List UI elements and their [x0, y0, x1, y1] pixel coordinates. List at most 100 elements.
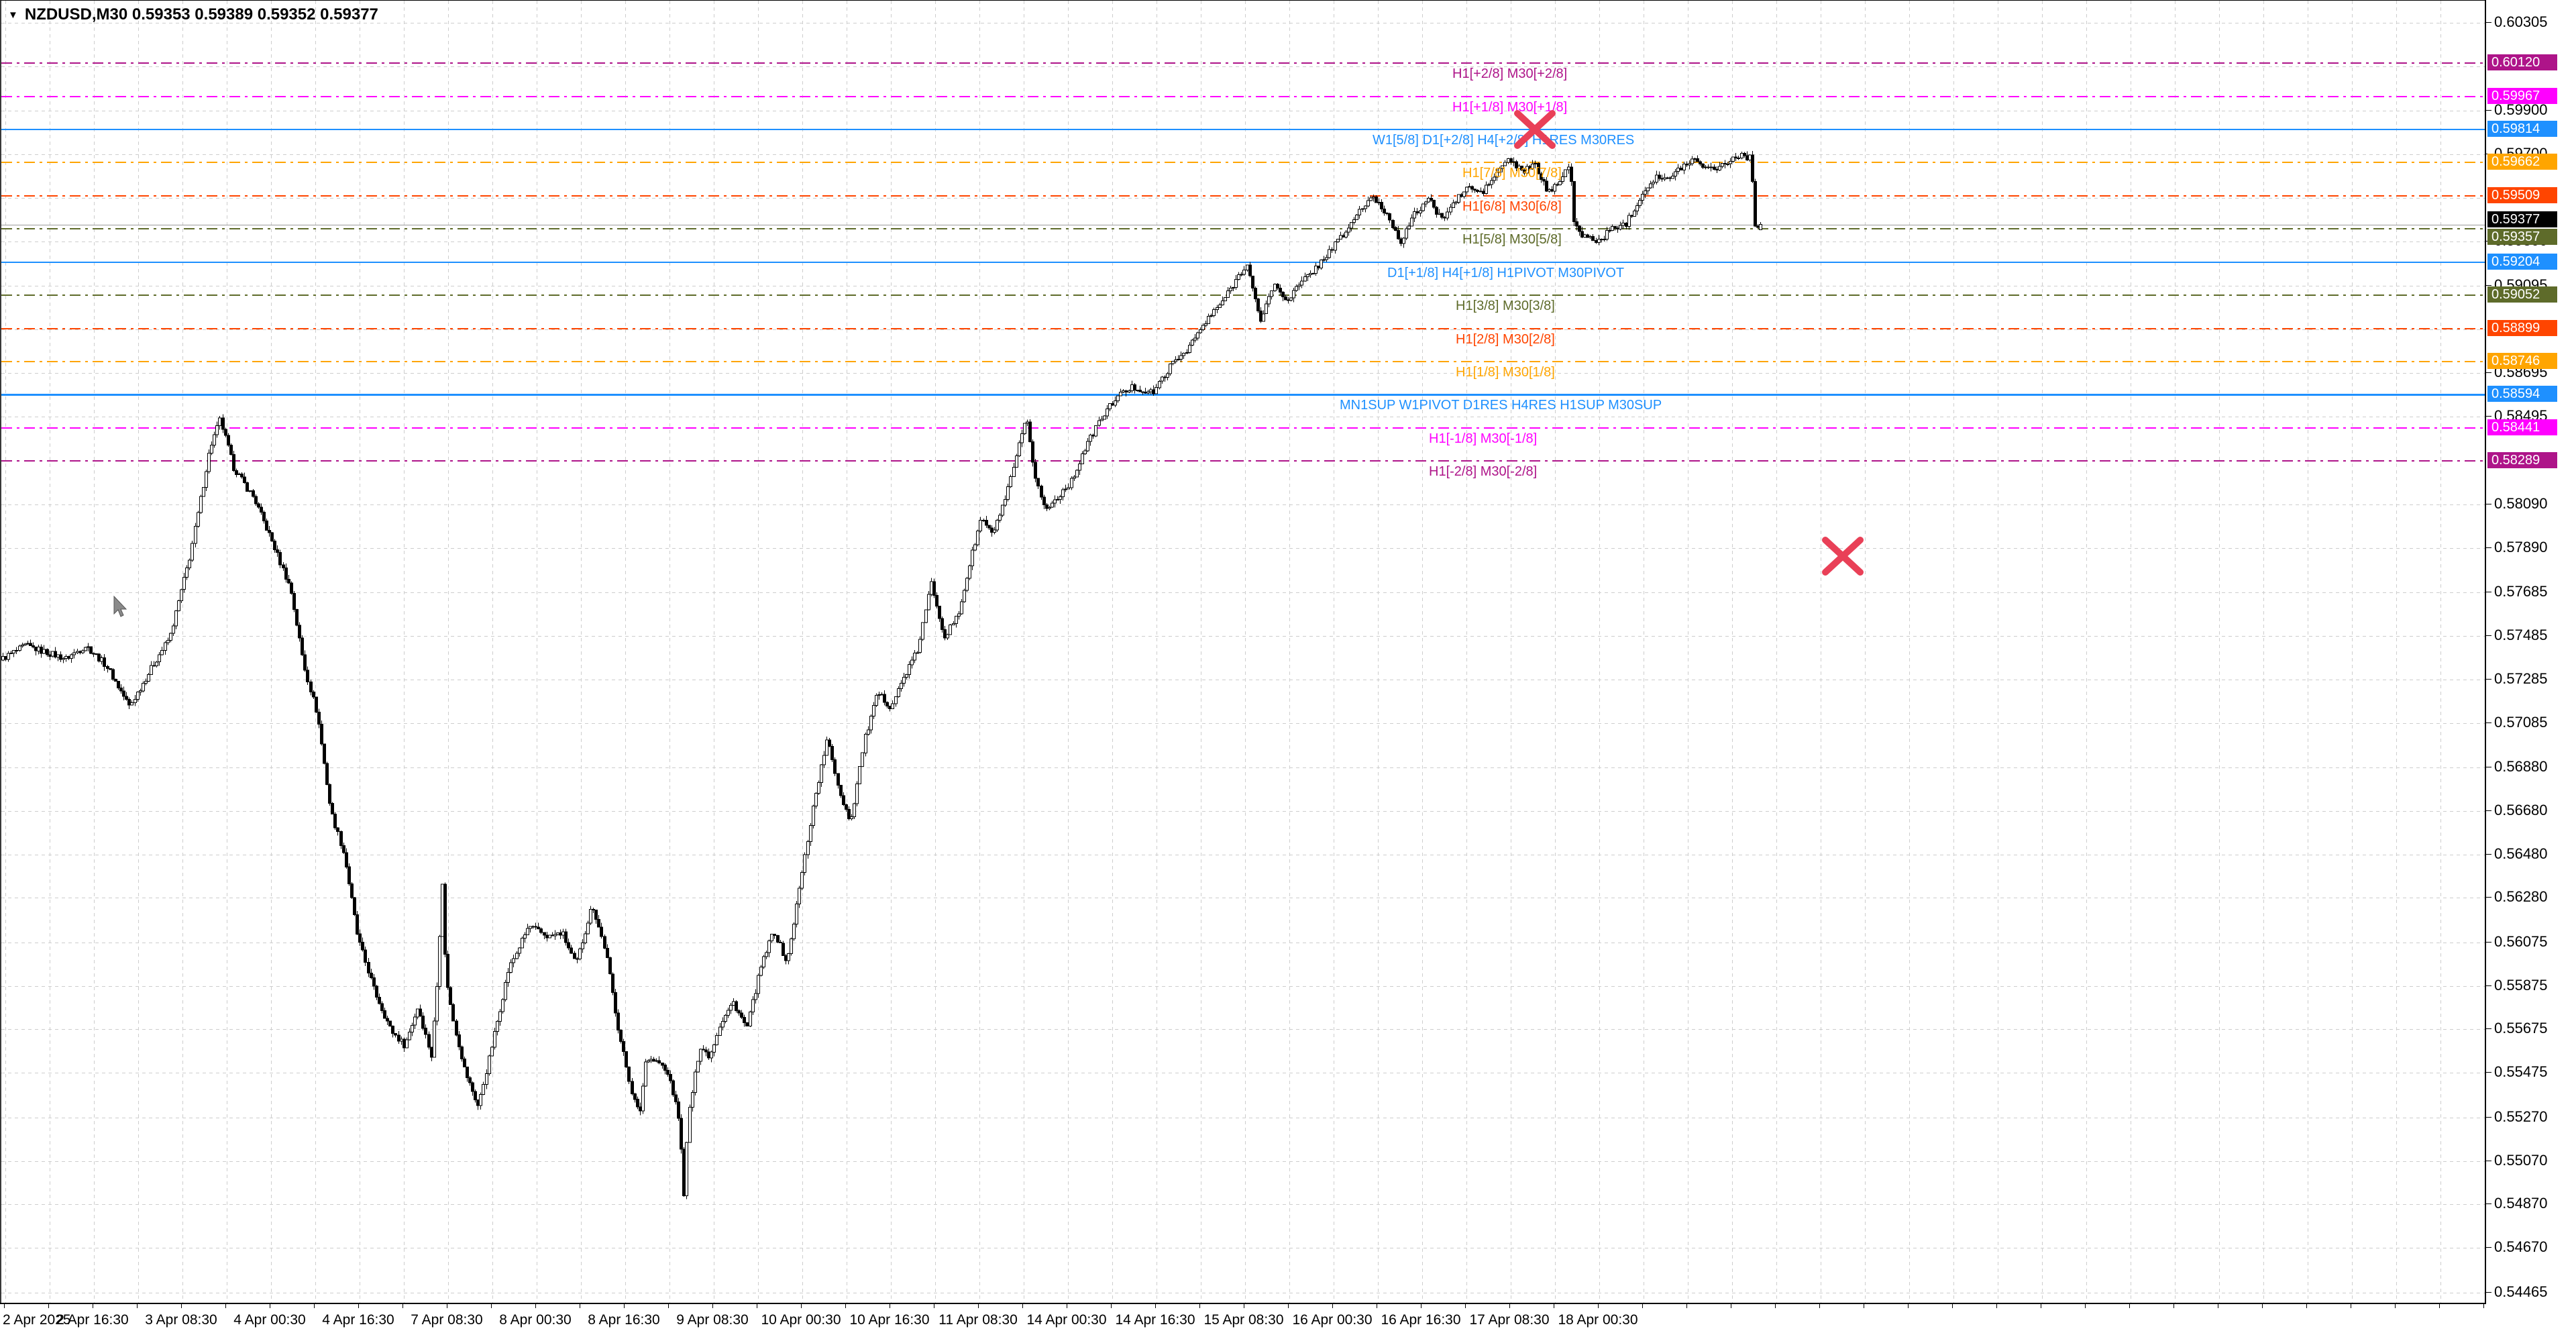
level-line-l6_8[interactable] — [1, 195, 2485, 197]
candle-body-down — [394, 1033, 397, 1036]
time-tick-label: 4 Apr 00:30 — [233, 1312, 306, 1328]
x-mark-annotation[interactable] — [1514, 110, 1556, 149]
candle-body-up — [993, 529, 996, 533]
candle-body-up — [1355, 215, 1358, 220]
price-tick-mark — [2486, 1072, 2491, 1073]
price-tick-label: 0.56880 — [2494, 758, 2548, 775]
candle-body-up — [174, 610, 178, 627]
candle-body-up — [1001, 504, 1004, 516]
level-line-l4_8[interactable] — [1, 262, 2485, 263]
gridline-horizontal — [1, 548, 2485, 549]
candle-body-up — [965, 578, 969, 591]
candle-body-down — [1575, 221, 1578, 227]
level-line-m2_8[interactable] — [1, 460, 2485, 462]
candle-body-down — [828, 739, 831, 747]
candle-body-down — [619, 1029, 623, 1042]
time-tick-mark — [358, 1304, 359, 1308]
level-line-p2_8[interactable] — [1, 62, 2485, 64]
candle-body-down — [941, 618, 944, 631]
candle-body-up — [1350, 221, 1353, 229]
level-line-l5_8[interactable] — [1, 228, 2485, 229]
candle-body-up — [1465, 186, 1468, 193]
candle-body-up — [515, 953, 519, 959]
price-axis-separator — [2485, 0, 2486, 1304]
candle-body-up — [150, 665, 153, 676]
candle-body-up — [1094, 425, 1097, 437]
candle-body-up — [84, 647, 87, 651]
candle-body-up — [1146, 391, 1150, 394]
level-label-m1_8: H1[-1/8] M30[-1/8] — [1429, 431, 1538, 446]
level-line-l7_8[interactable] — [1, 162, 2485, 163]
level-line-m1_8[interactable] — [1, 427, 2485, 429]
candle-body-up — [1171, 361, 1175, 364]
candle-body-up — [1611, 226, 1614, 231]
candle-body-up — [968, 566, 971, 579]
candle-body-up — [900, 682, 903, 689]
candle-body-up — [130, 702, 133, 706]
candle-body-down — [1696, 158, 1699, 162]
candle-body-down — [224, 429, 227, 436]
price-axis[interactable]: 0.603050.599000.597000.593000.590950.586… — [2486, 0, 2576, 1304]
candle-body-up — [1334, 242, 1337, 251]
level-line-l3_8[interactable] — [1, 294, 2485, 296]
candle-body-up — [202, 487, 205, 497]
level-line-l1_8[interactable] — [1, 361, 2485, 362]
time-tick-mark — [624, 1304, 625, 1308]
time-tick-label: 3 Apr 08:30 — [145, 1312, 217, 1328]
candle-body-down — [627, 1067, 631, 1082]
candle-body-up — [710, 1051, 713, 1059]
candle-body-up — [1627, 215, 1631, 227]
gridline-horizontal — [1, 723, 2485, 724]
candle-body-down — [1124, 390, 1128, 392]
candle-body-up — [1103, 415, 1106, 420]
candle-body-up — [1155, 387, 1158, 394]
candle-body-up — [1089, 435, 1092, 442]
x-mark-annotation[interactable] — [1822, 537, 1864, 576]
candle-body-down — [367, 961, 370, 974]
time-tick-label: 2 Apr 16:30 — [56, 1312, 129, 1328]
candle-body-up — [814, 793, 818, 806]
candle-body-up — [493, 1031, 496, 1048]
candle-body-up — [160, 650, 164, 655]
candle-body-down — [59, 654, 62, 660]
gridline-vertical — [94, 1, 95, 1303]
candle-body-up — [921, 622, 924, 640]
candle-body-up — [963, 590, 966, 602]
time-tick-mark — [491, 1304, 492, 1308]
candle-body-down — [221, 417, 225, 430]
chart-annotations — [113, 110, 1864, 617]
candle-body-up — [1169, 363, 1172, 374]
gridline-vertical — [2086, 1, 2087, 1303]
level-line-l8_8[interactable] — [1, 129, 2485, 130]
time-tick-mark — [2129, 1304, 2130, 1308]
level-line-l0_8[interactable] — [1, 394, 2485, 396]
candle-body-down — [331, 803, 334, 815]
candle-body-down — [839, 784, 843, 796]
candle-body-down — [312, 691, 315, 698]
candle-body-down — [776, 935, 780, 943]
gridline-vertical — [669, 1, 670, 1303]
candle-body-up — [809, 825, 812, 843]
gridline-vertical — [891, 1, 892, 1303]
level-line-l2_8[interactable] — [1, 328, 2485, 329]
candle-body-up — [1495, 172, 1499, 178]
candle-body-up — [218, 417, 221, 426]
candle-body-up — [1289, 297, 1293, 301]
candle-body-up — [1166, 373, 1169, 378]
candle-body-up — [1242, 269, 1246, 275]
candle-body-up — [177, 600, 180, 611]
price-tick-label: 0.55070 — [2494, 1152, 2548, 1169]
candle-body-up — [905, 674, 908, 678]
chart-menu-dropdown-icon[interactable]: ▼ — [8, 9, 18, 21]
level-line-p1_8[interactable] — [1, 96, 2485, 97]
candle-body-down — [1537, 162, 1540, 174]
candle-body-up — [488, 1055, 491, 1075]
candle-body-up — [553, 934, 557, 936]
gridline-horizontal — [1, 767, 2485, 768]
candle-body-up — [715, 1035, 718, 1045]
candle-body-up — [18, 645, 21, 651]
chart-plot-area[interactable]: ▼ NZDUSD,M30 0.59353 0.59389 0.59352 0.5… — [0, 0, 2485, 1303]
time-axis[interactable]: 2 Apr 2025 2 Apr 16:30 3 Apr 08:30 4 Apr 00… — [0, 1304, 2576, 1339]
candle-body-up — [724, 1015, 727, 1022]
candle-body-up — [185, 568, 189, 578]
